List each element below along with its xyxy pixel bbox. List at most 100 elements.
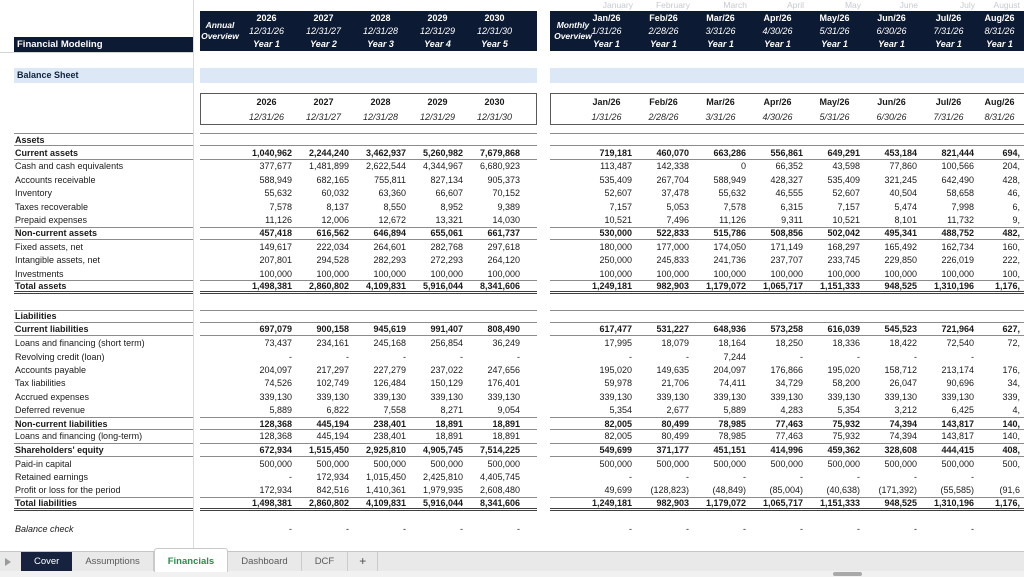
monthly-cell[interactable]: 5,889	[723, 405, 746, 416]
row-label[interactable]: Retained earnings	[15, 472, 89, 483]
monthly-cell[interactable]: 74,394	[889, 418, 917, 429]
monthly-cell[interactable]: 195,020	[827, 364, 860, 375]
annual-cell[interactable]: 282,293	[373, 255, 406, 266]
monthly-cell[interactable]: 460,070	[656, 147, 689, 158]
monthly-cell[interactable]: 58,200	[832, 378, 860, 389]
monthly-cell[interactable]: 648,936	[713, 324, 746, 335]
annual-cell[interactable]: 616,562	[316, 228, 349, 239]
annual-cell[interactable]: 102,749	[316, 378, 349, 389]
annual-cell[interactable]: 18,891	[435, 418, 463, 429]
monthly-cell[interactable]: -	[686, 351, 689, 362]
row-label[interactable]: Loans and financing (short term)	[15, 338, 145, 349]
tab-dashboard[interactable]: Dashboard	[228, 552, 302, 572]
monthly-cell[interactable]: 17,995	[604, 338, 632, 349]
monthly-cell[interactable]: 1,176,	[994, 281, 1020, 291]
annual-cell[interactable]: -	[460, 351, 463, 362]
annual-cell[interactable]: 282,768	[430, 241, 463, 252]
monthly-cell[interactable]: 948,525	[884, 281, 917, 291]
monthly-cell[interactable]: 616,039	[827, 324, 860, 335]
monthly-cell[interactable]: 500,000	[713, 458, 746, 469]
monthly-cell[interactable]: 531,227	[656, 324, 689, 335]
annual-cell[interactable]: 63,360	[378, 188, 406, 199]
row-label[interactable]: Investments	[15, 268, 64, 279]
row-label[interactable]: Accrued expenses	[15, 391, 90, 402]
monthly-cell[interactable]: 7,998	[951, 201, 974, 212]
annual-cell[interactable]: 900,158	[316, 324, 349, 335]
monthly-cell[interactable]: 339,	[1002, 391, 1020, 402]
monthly-cell[interactable]: 74,411	[719, 378, 746, 389]
annual-cell[interactable]: 500,000	[316, 458, 349, 469]
monthly-cell[interactable]: 1,065,717	[762, 281, 803, 291]
annual-cell[interactable]: 294,528	[316, 255, 349, 266]
annual-cell[interactable]: 5,916,044	[422, 497, 463, 508]
monthly-cell[interactable]: 49,699	[604, 485, 632, 496]
monthly-cell[interactable]: 195,020	[599, 364, 632, 375]
annual-cell[interactable]: 256,854	[430, 338, 463, 349]
annual-cell[interactable]: 222,034	[316, 241, 349, 252]
annual-cell[interactable]: 2,860,802	[308, 281, 349, 291]
annual-cell[interactable]: 1,040,962	[251, 147, 292, 158]
monthly-cell[interactable]: 6,	[1012, 201, 1020, 212]
monthly-cell[interactable]: 821,444	[941, 147, 974, 158]
row-label[interactable]: Revolving credit (loan)	[15, 351, 105, 362]
monthly-cell[interactable]: 40,504	[889, 188, 917, 199]
monthly-cell[interactable]: 10,521	[604, 215, 632, 226]
monthly-cell[interactable]: 328,608	[884, 444, 917, 455]
monthly-cell[interactable]: 500,000	[827, 458, 860, 469]
annual-cell[interactable]: 8,341,606	[479, 281, 520, 291]
annual-cell[interactable]: 6,822	[326, 405, 349, 416]
monthly-cell[interactable]: 77,463	[775, 431, 803, 442]
monthly-cell[interactable]: (171,392)	[878, 485, 917, 496]
monthly-cell[interactable]: 237,707	[770, 255, 803, 266]
annual-cell[interactable]: 126,484	[373, 378, 406, 389]
monthly-cell[interactable]: 82,005	[604, 418, 632, 429]
annual-cell[interactable]: -	[517, 524, 520, 535]
annual-cell[interactable]: 8,271	[440, 405, 463, 416]
monthly-cell[interactable]: 719,181	[599, 147, 632, 158]
monthly-cell[interactable]: 1,176,	[994, 497, 1020, 508]
annual-cell[interactable]: 100,000	[316, 268, 349, 279]
row-label[interactable]: Balance check	[15, 524, 74, 535]
monthly-cell[interactable]: 46,	[1007, 188, 1020, 199]
monthly-cell[interactable]: 6,425	[951, 405, 974, 416]
monthly-cell[interactable]: 495,341	[884, 228, 917, 239]
monthly-cell[interactable]: 100,000	[599, 268, 632, 279]
annual-cell[interactable]: 13,321	[435, 215, 463, 226]
monthly-cell[interactable]: 204,097	[713, 364, 746, 375]
annual-cell[interactable]: 100,000	[487, 268, 520, 279]
monthly-cell[interactable]: 140,	[1002, 431, 1020, 442]
annual-cell[interactable]: 1,979,935	[422, 485, 463, 496]
monthly-cell[interactable]: 176,866	[770, 364, 803, 375]
row-label[interactable]: Liabilities	[14, 309, 193, 324]
annual-cell[interactable]: 7,578	[269, 201, 292, 212]
annual-cell[interactable]: 945,619	[373, 324, 406, 335]
annual-cell[interactable]: 808,490	[487, 324, 520, 335]
monthly-cell[interactable]: 140,	[1002, 418, 1020, 429]
annual-cell[interactable]: 2,244,240	[308, 147, 349, 158]
monthly-cell[interactable]: 11,732	[947, 215, 974, 226]
annual-cell[interactable]: 339,130	[430, 391, 463, 402]
annual-cell[interactable]: 4,109,831	[365, 281, 406, 291]
annual-cell[interactable]: -	[289, 472, 292, 483]
annual-cell[interactable]: 827,134	[430, 174, 463, 185]
row-label[interactable]: Non-current assets	[14, 226, 193, 241]
row-label[interactable]: Current assets	[14, 146, 193, 160]
monthly-cell[interactable]: 59,978	[604, 378, 632, 389]
annual-cell[interactable]: -	[289, 351, 292, 362]
monthly-cell[interactable]: 90,696	[946, 378, 974, 389]
monthly-cell[interactable]: -	[800, 472, 803, 483]
annual-cell[interactable]: 74,526	[264, 378, 292, 389]
annual-cell[interactable]: 9,389	[497, 201, 520, 212]
monthly-cell[interactable]: 500,000	[599, 458, 632, 469]
annual-cell[interactable]: -	[460, 524, 463, 535]
monthly-cell[interactable]: 77,860	[889, 161, 917, 172]
monthly-cell[interactable]: 339,130	[941, 391, 974, 402]
monthly-cell[interactable]: 213,174	[941, 364, 974, 375]
annual-cell[interactable]: 70,152	[492, 188, 520, 199]
monthly-cell[interactable]: 642,490	[941, 174, 974, 185]
annual-cell[interactable]: 12,006	[321, 215, 349, 226]
annual-cell[interactable]: 661,737	[487, 228, 520, 239]
monthly-cell[interactable]: 226,019	[941, 255, 974, 266]
monthly-cell[interactable]: 3,212	[894, 405, 917, 416]
annual-cell[interactable]: 655,061	[430, 228, 463, 239]
